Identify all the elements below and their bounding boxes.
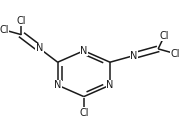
Text: N: N xyxy=(54,80,61,90)
Text: Cl: Cl xyxy=(17,16,26,26)
Text: Cl: Cl xyxy=(0,25,9,35)
Text: N: N xyxy=(106,80,114,90)
Text: N: N xyxy=(36,44,43,53)
Text: N: N xyxy=(80,46,88,56)
Text: Cl: Cl xyxy=(171,49,180,59)
Text: N: N xyxy=(130,51,138,61)
Text: Cl: Cl xyxy=(160,31,169,41)
Text: Cl: Cl xyxy=(79,108,89,118)
